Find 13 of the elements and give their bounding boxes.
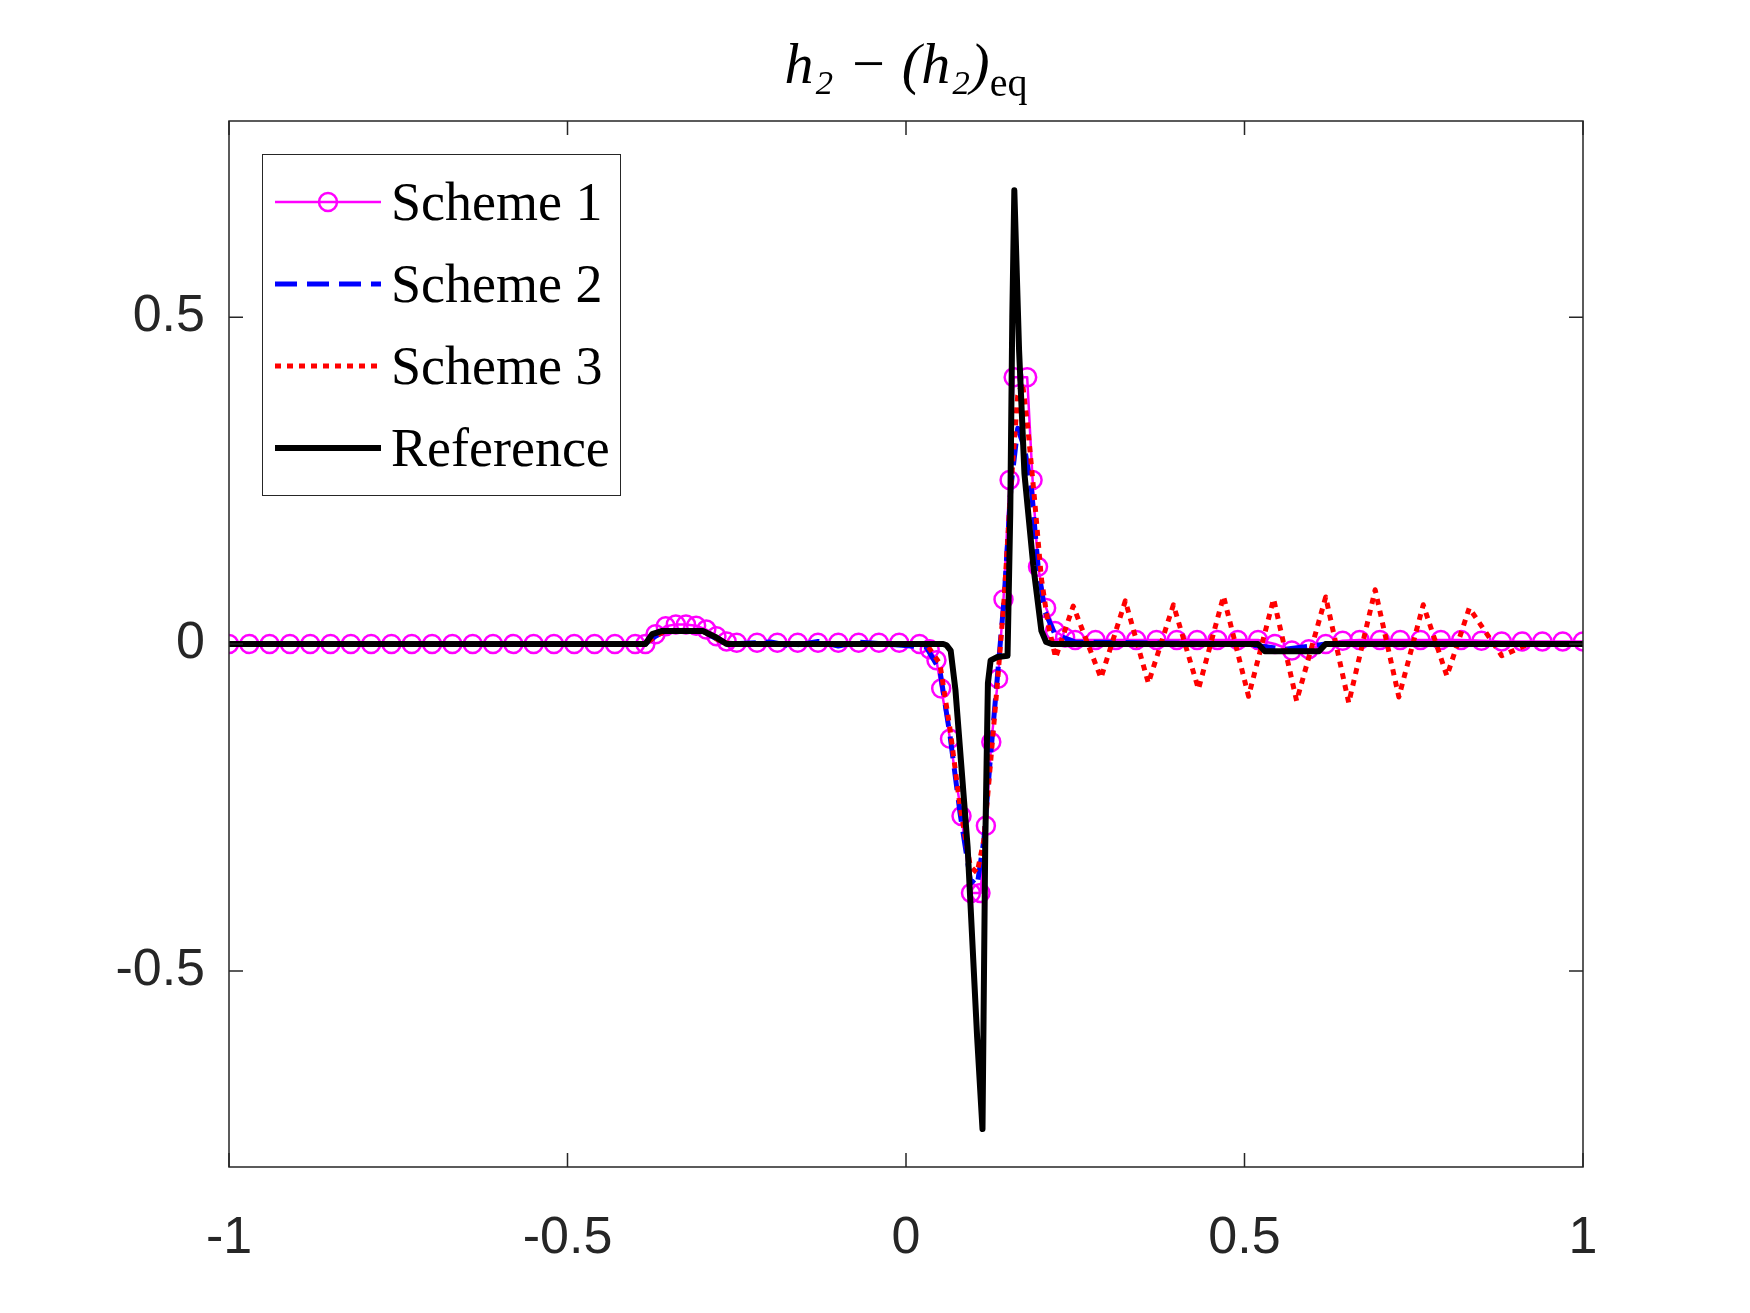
legend-label: Scheme 3 [391,335,603,397]
x-tick-label: 1 [1568,1205,1598,1264]
y-tick-label: 0 [176,611,205,670]
legend-label: Scheme 1 [391,171,603,233]
x-tick-label: -1 [205,1205,253,1264]
x-tick-label: 0 [891,1205,921,1264]
legend-label: Scheme 2 [391,253,603,315]
y-tick-label: -0.5 [115,938,205,997]
x-tick-label: 0.5 [1208,1205,1281,1264]
x-tick-label: -0.5 [522,1205,613,1264]
legend-label: Reference [391,417,610,479]
y-tick-label: 0.5 [132,284,205,343]
chart-title: h₂ − (h₂)$_{eq}$ [783,30,1029,106]
